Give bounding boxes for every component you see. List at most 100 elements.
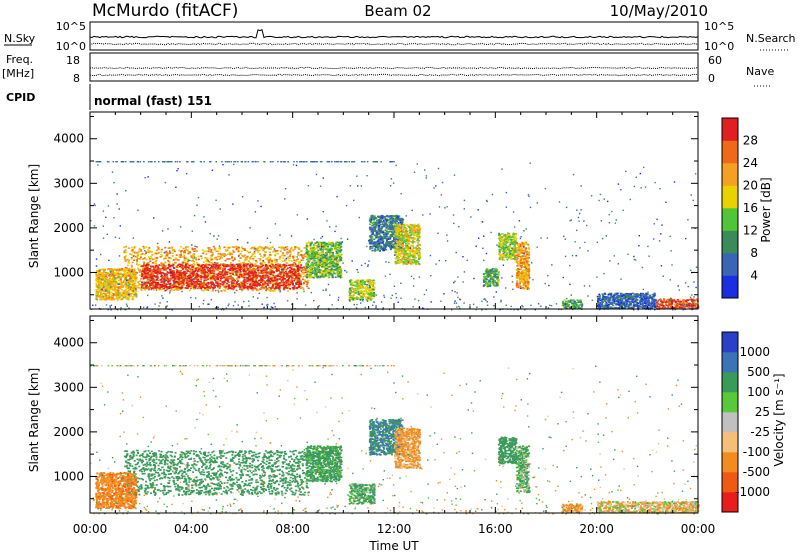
power-region — [515, 241, 531, 290]
power-colorbar-tick: 12 — [743, 224, 758, 238]
y-tick-label: 2000 — [53, 221, 84, 235]
nsearch-tick-bottom: 10^0 — [704, 40, 734, 53]
y-tick-label: 3000 — [53, 176, 84, 190]
nsky-trace — [89, 28, 699, 46]
velocity-colorbar-segment — [722, 392, 738, 413]
power-region — [348, 279, 376, 301]
velocity-colorbar: 1000 500 100 25 -25 -100 -500 -1000 — [721, 331, 770, 513]
power-region — [655, 298, 700, 310]
freq-label: Freq. — [6, 53, 33, 66]
x-tick-labels: 00:00 04:00 08:00 12:00 16:00 20:00 00:00 — [73, 522, 716, 536]
cpid-value: normal (fast) 151 — [94, 94, 212, 108]
x-tick-label: 00:00 — [681, 522, 716, 536]
x-tick-label: 08:00 — [275, 522, 310, 536]
power-region — [497, 232, 518, 261]
nsearch-line — [89, 42, 699, 46]
nsearch-tick-top: 10^5 — [704, 20, 734, 33]
velocity-colorbar-segment — [722, 472, 738, 493]
velocity-region — [394, 427, 422, 470]
y-tick-label: 3000 — [53, 380, 84, 394]
power-colorbar-segment — [722, 253, 738, 276]
freq-line — [89, 66, 699, 70]
power-region — [305, 241, 343, 279]
power-colorbar-segment — [722, 185, 738, 209]
power-region — [394, 223, 422, 266]
x-tick-label: 04:00 — [174, 522, 209, 536]
velocity-colorbar-label: Velocity [m s⁻¹] — [772, 373, 786, 466]
power-colorbar-tick: 4 — [750, 269, 758, 283]
nsky-panel-frame — [89, 21, 699, 51]
velocity-colorbar-segment — [722, 332, 738, 353]
power-region — [140, 263, 303, 290]
power-colorbar-label: Power [dB] — [759, 177, 773, 242]
velocity-colorbar-segment — [722, 352, 738, 373]
nsearch-label: N.Search — [746, 32, 796, 45]
date-title: 10/May/2010 — [610, 2, 708, 20]
freq-tick-bottom: 8 — [73, 72, 80, 85]
velocity-colorbar-tick: 1000 — [739, 345, 770, 359]
beam-title: Beam 02 — [364, 2, 431, 20]
power-region — [561, 299, 584, 309]
freq-unit: [MHz] — [2, 67, 34, 80]
power-far-range-band — [95, 161, 395, 163]
nave-line — [89, 73, 699, 77]
power-colorbar-frame — [721, 117, 739, 299]
power-ylabel: Slant Range [km] — [27, 164, 41, 268]
velocity-region — [497, 436, 518, 465]
x-tick-label: 12:00 — [377, 522, 412, 536]
velocity-region — [123, 449, 310, 496]
power-region — [596, 292, 657, 310]
velocity-colorbar-tick: 100 — [747, 385, 770, 399]
cpid-label: CPID — [6, 91, 35, 104]
nave-label: Nave — [746, 65, 774, 78]
velocity-region — [95, 472, 138, 510]
x-tick-label: 20:00 — [579, 522, 614, 536]
velocity-colorbar-tick: -100 — [743, 445, 770, 459]
power-region — [95, 268, 138, 301]
velocity-panel-frame — [89, 315, 699, 514]
velocity-heatmap — [90, 365, 700, 515]
velocity-colorbar-tick: -500 — [743, 465, 770, 479]
velocity-colorbar-segment — [722, 372, 738, 393]
y-tick-label: 2000 — [53, 425, 84, 439]
velocity-colorbar-tick: 500 — [747, 365, 770, 379]
y-tick-label: 1000 — [53, 470, 84, 484]
power-colorbar: 4 8 12 16 20 24 28 — [721, 117, 758, 299]
power-colorbar-segment — [722, 208, 738, 231]
power-axes: 1000 2000 3000 4000 — [53, 112, 699, 309]
velocity-colorbar-segment — [722, 432, 738, 453]
power-panel-frame — [89, 111, 699, 310]
y-tick-label: 4000 — [53, 132, 84, 146]
velocity-colorbar-tick: -25 — [750, 425, 770, 439]
velocity-far-range-band — [90, 365, 395, 367]
y-tick-label: 4000 — [53, 336, 84, 350]
power-colorbar-tick: 8 — [750, 246, 758, 260]
nsky-line — [89, 28, 699, 39]
velocity-colorbar-tick: 25 — [755, 405, 770, 419]
velocity-region — [515, 445, 531, 494]
x-axis-label: Time UT — [368, 539, 419, 553]
freq-trace — [89, 66, 699, 77]
velocity-colorbar-segment — [722, 492, 738, 513]
nsky-label: N.Sky — [4, 32, 36, 45]
power-colorbar-segment — [722, 275, 738, 299]
freq-panel-frame — [89, 52, 699, 82]
power-colorbar-tick: 24 — [743, 156, 758, 170]
nsky-tick-top: 10^5 — [56, 20, 86, 33]
nave-tick-top: 60 — [708, 54, 722, 67]
power-heatmap — [90, 161, 700, 311]
power-colorbar-segment — [722, 230, 738, 254]
nave-tick-bottom: 0 — [708, 72, 715, 85]
power-colorbar-tick: 16 — [743, 201, 758, 215]
velocity-colorbar-segment — [722, 452, 738, 473]
x-tick-label: 00:00 — [73, 522, 108, 536]
velocity-colorbar-segment — [722, 412, 738, 433]
power-region — [368, 214, 404, 252]
x-tick-label: 16:00 — [478, 522, 513, 536]
velocity-region — [561, 503, 584, 513]
power-colorbar-segment — [722, 163, 738, 186]
velocity-region — [348, 483, 376, 505]
velocity-region — [596, 501, 700, 514]
power-colorbar-segment — [722, 140, 738, 164]
